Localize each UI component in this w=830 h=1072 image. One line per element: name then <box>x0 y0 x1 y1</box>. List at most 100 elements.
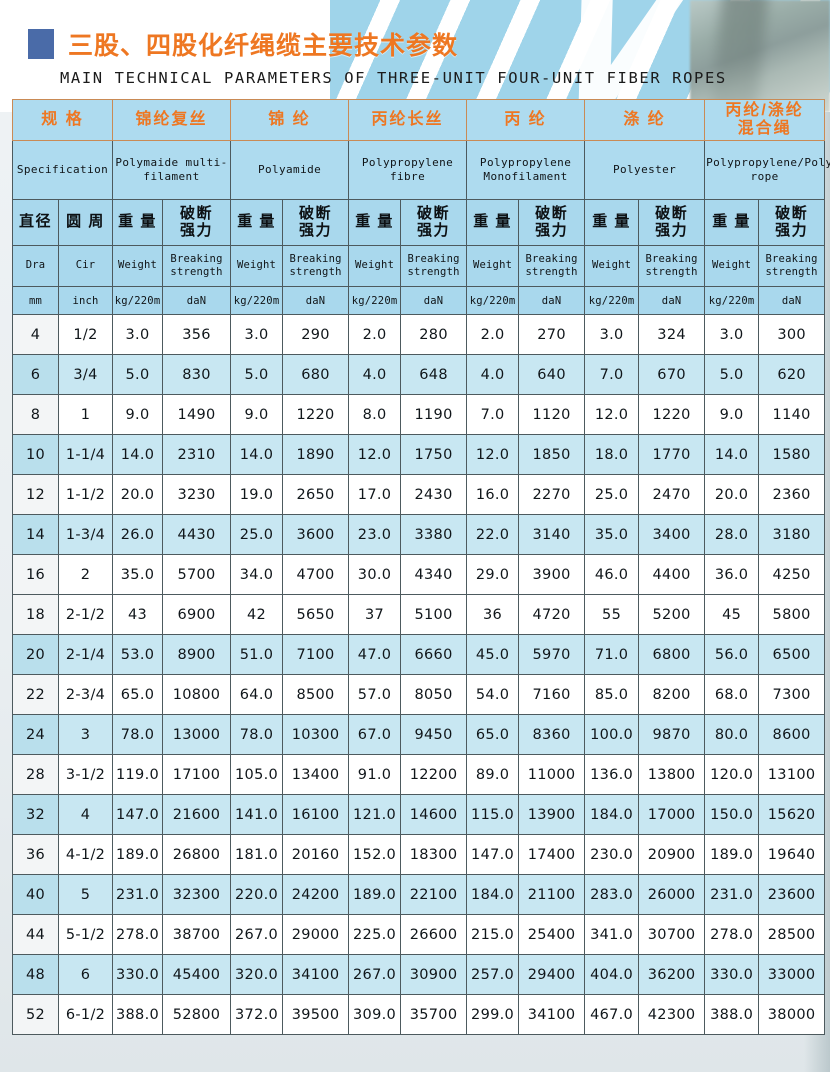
data-cell: 330.0 <box>112 954 164 995</box>
data-cell: 35.0 <box>584 514 640 555</box>
data-cell: 34100 <box>518 994 586 1035</box>
data-cell: 6500 <box>758 634 826 675</box>
row-diameter-cell: 52 <box>12 994 59 1035</box>
data-cell: 3230 <box>162 474 232 515</box>
data-cell: 257.0 <box>466 954 520 995</box>
data-cell: 184.0 <box>584 794 640 835</box>
data-cell: 85.0 <box>584 674 640 715</box>
spec-table: 规 格锦纶复丝锦 纶丙纶长丝丙 纶涤 纶丙纶/涤纶 混合绳 Specificatio… <box>11 99 830 1035</box>
data-cell: 8600 <box>758 714 826 755</box>
unit-cell: daN <box>518 286 586 315</box>
data-cell: 220.0 <box>230 874 284 915</box>
table-row: 12 1-1/2 20.0 3230 19.0 2650 17.0 2430 16.0 2270 2… <box>12 474 826 515</box>
data-cell: 11000 <box>518 754 586 795</box>
group-header-en: Polypropylene Monofilament <box>466 140 586 200</box>
data-cell: 91.0 <box>348 754 402 795</box>
group-header-cn: 规 格 <box>11 99 114 141</box>
row-diameter-cell: 20 <box>12 634 59 675</box>
data-cell: 300 <box>758 314 826 355</box>
row-diameter-cell: 10 <box>12 434 59 475</box>
title-marker-icon <box>28 29 54 59</box>
data-cell: 7.0 <box>584 354 640 395</box>
sub-header-en: Cir <box>57 245 114 287</box>
data-cell: 8900 <box>162 634 232 675</box>
data-cell: 12.0 <box>348 434 402 475</box>
data-cell: 372.0 <box>230 994 284 1035</box>
sub-header-row-cn: 直径圆 周重 量破断 强力重 量破断 强力重 量破断 强力重 量破断 强力重 量破断 强力… <box>12 199 826 246</box>
data-cell: 3 <box>57 714 114 755</box>
data-cell: 42300 <box>638 994 706 1035</box>
data-cell: 30.0 <box>348 554 402 595</box>
unit-cell: kg/220m <box>230 286 284 315</box>
data-cell: 17400 <box>518 834 586 875</box>
sub-header-cn: 圆 周 <box>57 199 114 246</box>
data-cell: 1120 <box>518 394 586 435</box>
table-row: 16 2 35.0 5700 34.0 4700 30.0 4340 29.0 3900 46.0 4… <box>12 554 826 595</box>
sub-header-en: Dra <box>12 245 59 287</box>
row-diameter-cell: 18 <box>12 594 59 635</box>
table-row: 32 4 147.0 21600 141.0 16100 121.0 14600 115.0 13… <box>12 794 826 835</box>
group-header-cn: 丙纶/涤纶 混合绳 <box>704 99 826 141</box>
data-cell: 9450 <box>400 714 468 755</box>
data-cell: 119.0 <box>112 754 164 795</box>
row-diameter-cell: 16 <box>12 554 59 595</box>
data-cell: 65.0 <box>466 714 520 755</box>
data-cell: 67.0 <box>348 714 402 755</box>
data-cell: 36200 <box>638 954 706 995</box>
data-cell: 16.0 <box>466 474 520 515</box>
data-cell: 8050 <box>400 674 468 715</box>
unit-cell: kg/220m <box>704 286 760 315</box>
data-cell: 28500 <box>758 914 826 955</box>
sub-header-en: Weight <box>230 245 284 287</box>
data-cell: 17000 <box>638 794 706 835</box>
row-diameter-cell: 48 <box>12 954 59 995</box>
sub-header-cn: 破断 强力 <box>758 199 826 246</box>
data-cell: 2650 <box>282 474 350 515</box>
group-header-row-cn: 规 格锦纶复丝锦 纶丙纶长丝丙 纶涤 纶丙纶/涤纶 混合绳 <box>11 99 826 141</box>
row-diameter-cell: 6 <box>12 354 59 395</box>
data-cell: 3/4 <box>57 354 114 395</box>
table-row: 48 6 330.0 45400 320.0 34100 267.0 30900 257.0 29… <box>12 954 826 995</box>
data-cell: 13400 <box>282 754 350 795</box>
sub-header-en: Weight <box>348 245 402 287</box>
data-cell: 2-1/4 <box>57 634 114 675</box>
table-row: 14 1-3/4 26.0 4430 25.0 3600 23.0 3380 22.0 3140 3… <box>12 514 826 555</box>
data-cell: 4250 <box>758 554 826 595</box>
data-cell: 1490 <box>162 394 232 435</box>
data-cell: 120.0 <box>704 754 760 795</box>
data-cell: 5700 <box>162 554 232 595</box>
data-cell: 150.0 <box>704 794 760 835</box>
data-cell: 467.0 <box>584 994 640 1035</box>
data-cell: 26.0 <box>112 514 164 555</box>
data-cell: 2.0 <box>466 314 520 355</box>
data-cell: 28.0 <box>704 514 760 555</box>
sub-header-cn: 重 量 <box>704 199 760 246</box>
data-cell: 13100 <box>758 754 826 795</box>
group-header-cn: 涤 纶 <box>584 99 706 141</box>
data-cell: 36 <box>466 594 520 635</box>
data-cell: 34100 <box>282 954 350 995</box>
data-cell: 29.0 <box>466 554 520 595</box>
data-cell: 356 <box>162 314 232 355</box>
table-row: 36 4-1/2 189.0 26800 181.0 20160 152.0 18300 147… <box>12 834 826 875</box>
data-cell: 78.0 <box>112 714 164 755</box>
data-cell: 330.0 <box>704 954 760 995</box>
data-cell: 38000 <box>758 994 826 1035</box>
data-cell: 267.0 <box>348 954 402 995</box>
table-row: 28 3-1/2 119.0 17100 105.0 13400 91.0 12200 89.0… <box>12 754 826 795</box>
data-cell: 388.0 <box>112 994 164 1035</box>
data-cell: 4700 <box>282 554 350 595</box>
table-row: 6 3/4 5.0 830 5.0 680 4.0 648 4.0 640 7.0 670 5.0 620 <box>12 354 826 395</box>
data-cell: 1-3/4 <box>57 514 114 555</box>
data-cell: 4.0 <box>348 354 402 395</box>
row-diameter-cell: 8 <box>12 394 59 435</box>
data-cell: 1770 <box>638 434 706 475</box>
data-cell: 13000 <box>162 714 232 755</box>
data-cell: 5.0 <box>112 354 164 395</box>
data-cell: 14.0 <box>704 434 760 475</box>
data-cell: 45.0 <box>466 634 520 675</box>
data-cell: 830 <box>162 354 232 395</box>
data-cell: 6 <box>57 954 114 995</box>
sub-header-cn: 重 量 <box>584 199 640 246</box>
group-header-en: Polymaide multi-filament <box>112 140 232 200</box>
